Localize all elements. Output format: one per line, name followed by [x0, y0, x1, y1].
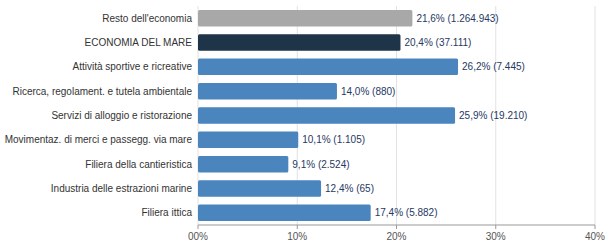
category-label: Attività sportive e ricreative	[73, 61, 193, 72]
category-label: Ricerca, regolament. e tutela ambientale	[12, 86, 192, 97]
category-label: Servizi di alloggio e ristorazione	[51, 110, 192, 121]
bar	[198, 180, 321, 197]
data-label: 14,0% (880)	[341, 86, 395, 97]
x-tick	[396, 225, 397, 229]
data-label: 12,4% (65)	[325, 183, 374, 194]
bar	[198, 59, 458, 76]
category-label: Filiera della cantieristica	[85, 159, 192, 170]
grid	[198, 6, 595, 225]
bar	[198, 205, 371, 222]
data-label: 21,6% (1.264.943)	[416, 13, 498, 24]
data-label: 25,9% (19.210)	[459, 110, 527, 121]
category-label: Industria delle estrazioni marine	[51, 183, 193, 194]
x-tick-label: 20%	[386, 231, 406, 242]
grid-line	[595, 6, 596, 225]
data-label: 10,1% (1.105)	[302, 134, 365, 145]
category-label: ECONOMIA DEL MARE	[85, 37, 193, 48]
y-axis: Resto dell'economia ECONOMIA DEL MARE Atti…	[5, 13, 193, 219]
data-labels: 21,6% (1.264.943) 20,4% (37.111) 26,2% (7.…	[292, 13, 527, 219]
bar	[198, 34, 400, 51]
category-label: Resto dell'economia	[102, 13, 192, 24]
x-tick-label: 10%	[287, 231, 307, 242]
x-tick-label: 40%	[585, 231, 605, 242]
bar	[198, 10, 412, 27]
x-tick	[595, 225, 596, 229]
bar	[198, 132, 298, 149]
data-label: 26,2% (7.445)	[462, 61, 525, 72]
x-tick	[297, 225, 298, 229]
x-tick	[495, 225, 496, 229]
bar	[198, 107, 455, 124]
bar	[198, 156, 288, 173]
category-label: Filiera ittica	[141, 207, 192, 218]
chart: 00% 10% 20% 30% 40% Resto dell'economia ECONOM…	[0, 0, 609, 247]
x-axis: 00% 10% 20% 30% 40%	[188, 225, 605, 242]
data-label: 17,4% (5.882)	[375, 207, 438, 218]
category-label: Movimentaz. di merci e passegg. via mare	[5, 134, 193, 145]
data-label: 20,4% (37.111)	[404, 37, 471, 48]
x-tick	[198, 225, 199, 229]
x-tick-label: 30%	[486, 231, 506, 242]
data-label: 9,1% (2.524)	[292, 159, 349, 170]
bar	[198, 83, 337, 100]
x-tick-label: 00%	[188, 231, 208, 242]
